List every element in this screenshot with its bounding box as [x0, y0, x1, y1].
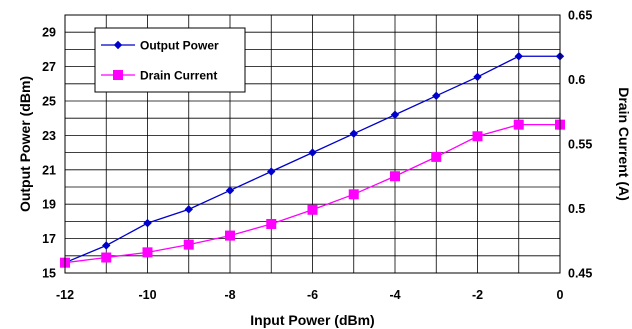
data-point	[184, 205, 193, 214]
x-tick-label: -6	[307, 288, 318, 302]
y-tick-label: 23	[42, 129, 56, 143]
x-tick-label: -8	[224, 288, 235, 302]
series-layer	[60, 52, 565, 268]
y-tick-label: 15	[42, 267, 56, 281]
data-point	[513, 119, 524, 130]
data-point	[143, 218, 152, 228]
x-tick-label: -4	[389, 288, 400, 302]
data-point	[472, 131, 483, 142]
legend: Output Power Drain Current	[94, 27, 246, 93]
data-point	[432, 91, 441, 101]
data-point	[348, 189, 359, 200]
data-point	[349, 129, 358, 138]
legend-label: Output Power	[140, 39, 219, 53]
data-point	[183, 239, 194, 250]
y-tick-label: 25	[42, 95, 56, 109]
data-point	[308, 148, 317, 157]
data-point	[390, 171, 400, 182]
data-point	[473, 72, 482, 82]
x-axis-title: Input Power (dBm)	[250, 312, 374, 328]
x-tick-label: 0	[557, 288, 564, 302]
legend-box	[94, 27, 246, 93]
y2-tick-label: 0.55	[568, 138, 592, 152]
plot-frame	[64, 14, 561, 274]
y-tick-label: 29	[42, 26, 56, 40]
y2-tick-label: 0.65	[568, 9, 592, 23]
square-marker-icon	[113, 70, 123, 80]
y-tick-label: 17	[42, 232, 56, 246]
data-point	[431, 151, 442, 162]
data-point	[225, 186, 235, 195]
y-tick-label: 21	[42, 163, 56, 177]
y-axis-title: Output Power (dBm)	[17, 76, 33, 212]
y2-axis-title: Drain Current (A)	[616, 87, 632, 201]
data-point	[390, 110, 400, 119]
diamond-marker-icon	[113, 40, 123, 50]
data-point	[307, 204, 318, 215]
tick-labels: -12 -10 -8 -6 -4 -2 0 15 17 19 21 23 25 27 29 0.45 0.5 0.…	[42, 9, 592, 303]
data-point	[225, 230, 235, 241]
data-point	[266, 218, 277, 229]
legend-label: Drain Current	[140, 69, 217, 83]
data-point	[102, 241, 111, 250]
data-point	[267, 167, 276, 176]
x-tick-label: -2	[472, 288, 483, 302]
y2-tick-label: 0.5	[568, 202, 585, 216]
data-point	[101, 252, 112, 263]
y-tick-label: 19	[42, 198, 56, 212]
data-point	[142, 247, 153, 258]
y-tick-label: 27	[42, 60, 56, 74]
x-tick-label: -12	[56, 288, 74, 302]
data-point	[514, 52, 523, 61]
legend-item: Drain Current	[101, 69, 217, 83]
x-tick-label: -10	[138, 288, 156, 302]
y2-tick-label: 0.6	[568, 73, 585, 87]
legend-item: Output Power	[101, 39, 219, 53]
y2-tick-label: 0.45	[568, 267, 592, 281]
